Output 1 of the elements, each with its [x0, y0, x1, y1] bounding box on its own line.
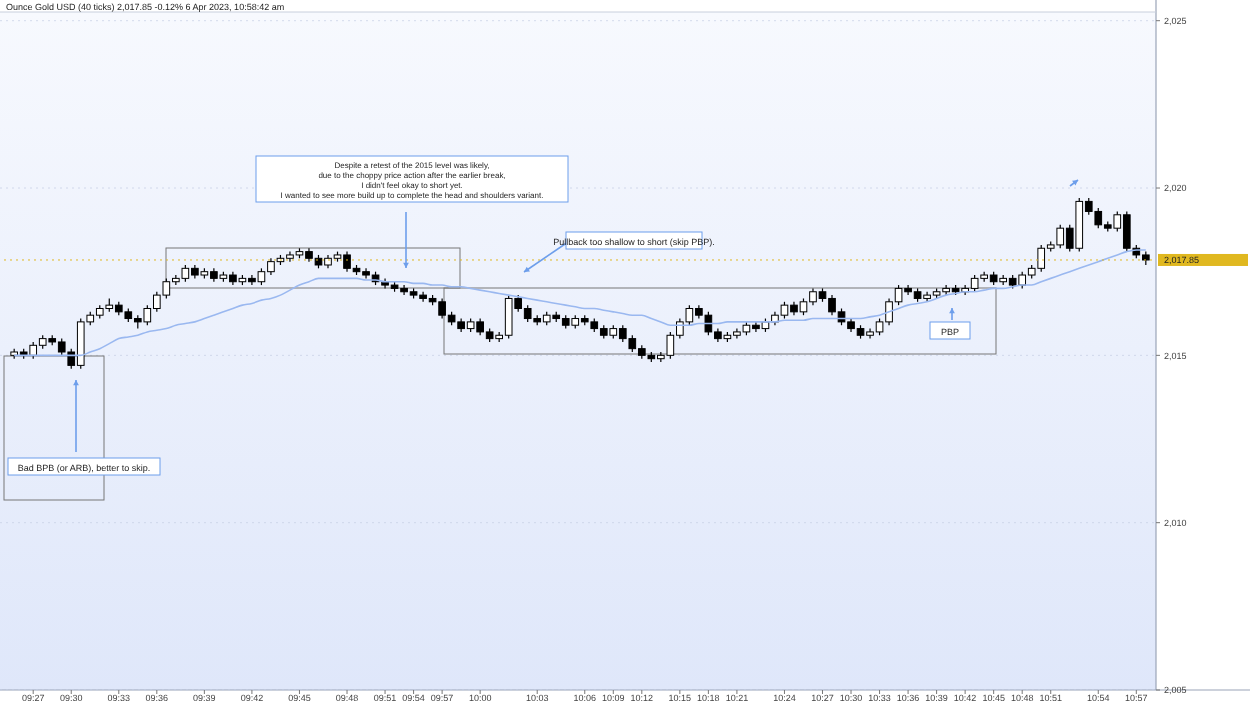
line-series [13, 249, 1147, 357]
